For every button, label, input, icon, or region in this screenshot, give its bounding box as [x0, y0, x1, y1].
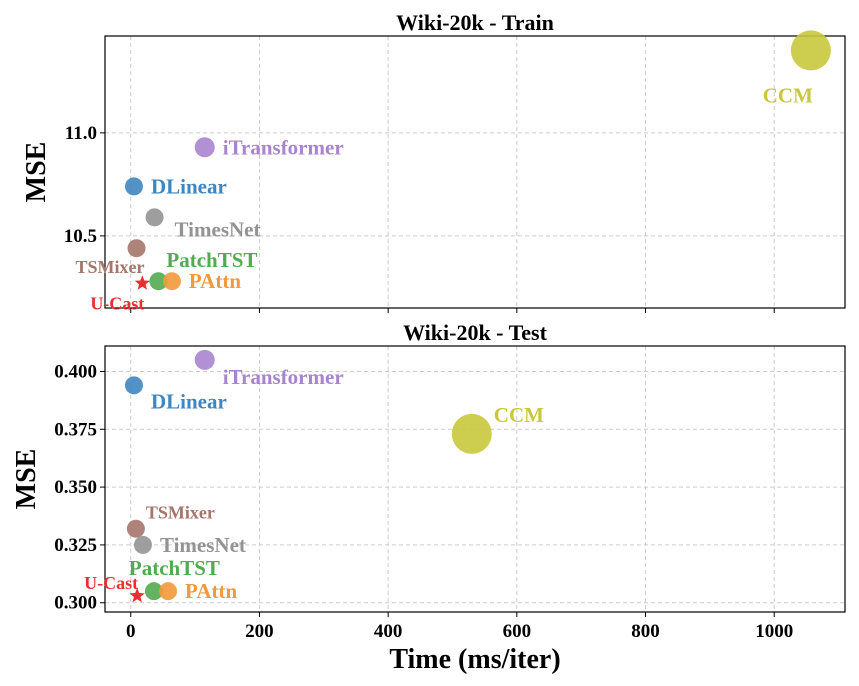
point-label-dlinear: DLinear	[151, 389, 227, 413]
point-label-itransformer: iTransformer	[223, 135, 344, 159]
point-ccm	[451, 413, 492, 454]
point-label-ccm: CCM	[494, 403, 544, 427]
point-dlinear	[124, 177, 143, 196]
point-dlinear	[124, 376, 143, 395]
point-pattn	[159, 582, 178, 601]
y-tick-label: 0.375	[54, 419, 97, 440]
point-label-timesnet: TimesNet	[160, 533, 246, 557]
test-panel: 0 200 400 600 800 1000 0.300 0.325 0.350 0.375 0.4…	[11, 320, 846, 675]
y-tick-label: 10.5	[64, 226, 97, 247]
point-label-u-cast: U-Cast	[84, 573, 138, 593]
point-timesnet	[145, 208, 164, 227]
point-u-cast	[134, 275, 150, 290]
plot-area-frame	[104, 35, 846, 309]
y-axis-label: MSE	[21, 142, 52, 203]
point-u-cast	[129, 587, 145, 603]
x-tick-label: 800	[631, 621, 660, 642]
chart-title: Wiki-20k - Train	[396, 10, 554, 35]
point-tsmixer	[127, 239, 146, 258]
point-itransformer	[194, 137, 215, 158]
y-axis-label: MSE	[11, 449, 42, 510]
x-tick-label: 400	[374, 621, 403, 642]
point-patchtst	[144, 582, 163, 601]
y-tick-label: 0.300	[54, 593, 97, 614]
point-itransformer	[194, 349, 215, 370]
point-label-tsmixer: TSMixer	[146, 503, 215, 523]
y-tick-label: 0.400	[54, 361, 97, 382]
point-pattn	[162, 272, 181, 291]
point-label-patchtst: PatchTST	[166, 248, 257, 272]
y-tick-label: 0.350	[54, 477, 97, 498]
point-label-itransformer: iTransformer	[223, 365, 344, 389]
point-tsmixer	[126, 519, 145, 538]
train-panel: 10.5 11.0 Wiki-20k - Train MSE CCM iTransform…	[21, 10, 846, 313]
x-tick-label: 0	[126, 621, 136, 642]
point-label-pattn: PAttn	[189, 269, 241, 293]
point-label-ccm: CCM	[763, 83, 813, 107]
point-label-u-cast: U-Cast	[90, 293, 144, 313]
point-label-dlinear: DLinear	[151, 174, 227, 198]
point-label-patchtst: PatchTST	[129, 556, 220, 580]
plot-area-frame	[104, 345, 846, 613]
y-tick-label: 0.325	[54, 535, 97, 556]
point-label-pattn: PAttn	[185, 579, 237, 603]
y-tick-label: 11.0	[65, 123, 97, 144]
x-axis-label: Time (ms/iter)	[389, 644, 560, 675]
x-tick-label: 1000	[755, 621, 793, 642]
x-tick-label: 600	[503, 621, 532, 642]
chart-title: Wiki-20k - Test	[403, 320, 548, 345]
point-timesnet	[133, 535, 152, 554]
point-label-tsmixer: TSMixer	[76, 257, 145, 277]
point-label-timesnet: TimesNet	[175, 217, 261, 241]
x-tick-label: 200	[245, 621, 274, 642]
point-ccm	[790, 30, 831, 71]
point-patchtst	[149, 272, 168, 291]
